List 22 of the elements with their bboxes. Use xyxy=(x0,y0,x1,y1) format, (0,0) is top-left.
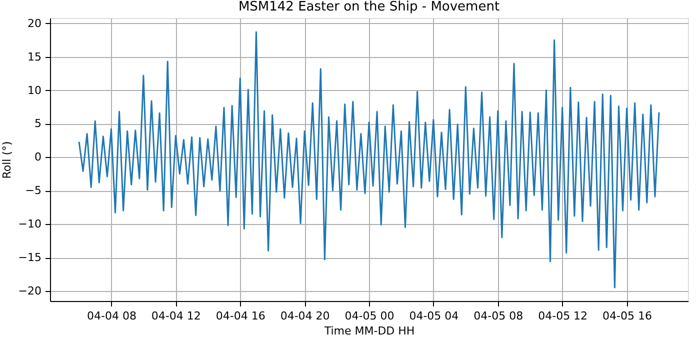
y-tick-label: 0 xyxy=(34,150,42,164)
y-tick-label: 10 xyxy=(28,84,42,97)
x-tick-label: 04-04 08 xyxy=(86,310,136,322)
y-tick-label: −20 xyxy=(18,284,42,298)
y-tick-label: −5 xyxy=(25,184,42,198)
y-tick-label: 15 xyxy=(28,50,42,64)
y-tick-label: 5 xyxy=(34,117,42,130)
line-series xyxy=(78,31,660,288)
x-tick-label: 04-04 20 xyxy=(280,310,330,322)
x-tick-label: 04-05 16 xyxy=(602,310,652,322)
x-tick-label: 04-05 08 xyxy=(474,310,524,322)
x-tick-label: 04-04 16 xyxy=(216,310,266,322)
y-tick-label: −10 xyxy=(18,218,42,231)
y-axis-title: Roll (°) xyxy=(0,141,14,179)
y-tick-label: −15 xyxy=(18,251,42,264)
x-tick-label: 04-05 04 xyxy=(409,310,459,322)
x-axis-title: Time MM-DD HH xyxy=(323,324,415,338)
y-tick-label: 20 xyxy=(28,16,42,30)
x-tick-label: 04-05 12 xyxy=(538,310,588,322)
x-tick-label: 04-04 12 xyxy=(151,310,201,322)
chart-title: MSM142 Easter on the Ship - Movement xyxy=(238,0,500,14)
x-tick-label: 04-05 00 xyxy=(344,310,394,322)
